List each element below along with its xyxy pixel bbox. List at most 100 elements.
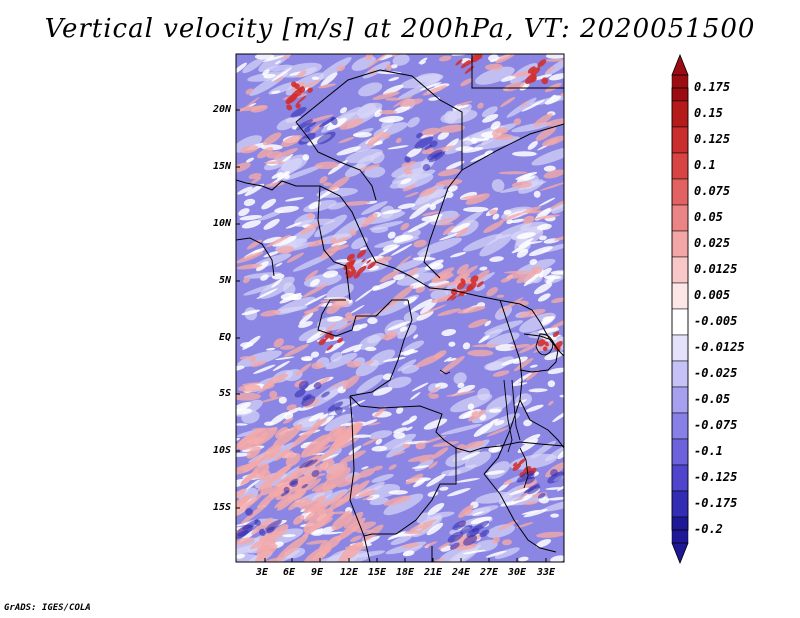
field-patch	[248, 102, 257, 108]
field-patch	[320, 244, 340, 260]
field-patch	[539, 235, 547, 241]
colorbar-swatch	[671, 438, 689, 466]
field-patch	[426, 522, 444, 536]
field-patch	[250, 177, 262, 184]
field-patch	[516, 522, 534, 528]
field-patch	[441, 329, 457, 336]
field-patch	[385, 64, 392, 71]
field-patch	[283, 486, 290, 493]
field-patch	[424, 144, 433, 150]
field-patch	[413, 239, 427, 248]
field-patch	[338, 136, 355, 144]
field-patch	[372, 386, 393, 396]
field-patch	[377, 71, 402, 75]
field-patch	[353, 272, 361, 279]
field-patch	[448, 185, 458, 192]
field-patch	[321, 458, 335, 471]
field-patch	[358, 164, 381, 171]
field-patch	[361, 201, 388, 215]
field-patch	[539, 267, 552, 278]
colorbar-swatch	[671, 230, 689, 258]
field-patch	[497, 520, 519, 531]
field-patch	[535, 126, 557, 141]
colorbar-label: -0.05	[694, 392, 731, 406]
field-patch	[253, 364, 276, 375]
field-patch	[407, 267, 419, 277]
field-patch	[482, 114, 499, 123]
field-patch	[310, 123, 323, 134]
colorbar-label: 0.05	[694, 210, 723, 224]
field-patch	[420, 61, 427, 65]
field-patch	[404, 191, 419, 198]
colorbar-swatch	[671, 464, 689, 492]
field-patch	[295, 103, 301, 109]
field-patch	[473, 136, 520, 150]
field-patch	[284, 407, 302, 416]
field-patch	[281, 164, 324, 181]
field-patch	[479, 234, 513, 257]
field-patch	[439, 232, 462, 241]
field-patch	[237, 105, 267, 112]
map-title: Vertical velocity [m/s] at 200hPa, VT: 2…	[44, 14, 756, 44]
field-patch	[271, 273, 285, 280]
field-patch	[391, 451, 406, 456]
field-patch	[366, 332, 385, 344]
field-patch	[470, 516, 492, 525]
field-patch	[506, 219, 513, 225]
field-patch	[422, 85, 448, 96]
field-patch	[432, 441, 460, 447]
field-patch	[452, 214, 461, 221]
field-patch	[460, 278, 466, 284]
field-patch	[495, 344, 517, 352]
field-patch	[308, 412, 324, 422]
field-patch	[314, 214, 348, 238]
field-patch	[523, 419, 532, 427]
field-patch	[366, 494, 380, 501]
field-patch	[481, 106, 498, 118]
lat-label: 5N	[218, 275, 231, 286]
field-patch	[266, 373, 289, 386]
lon-label: 6E	[283, 567, 296, 578]
field-patch	[236, 62, 247, 74]
field-patch	[336, 146, 361, 156]
field-patch	[437, 541, 452, 550]
field-patch	[410, 392, 421, 400]
field-patch	[420, 299, 438, 315]
field-patch	[298, 132, 316, 145]
field-patch	[464, 288, 470, 294]
field-patch	[272, 424, 303, 449]
colorbar-label: 0.005	[694, 288, 731, 302]
field-patch	[325, 535, 342, 550]
field-patch	[279, 345, 295, 350]
field-patch	[273, 306, 308, 314]
field-patch	[294, 389, 306, 398]
field-patch	[527, 140, 538, 150]
field-patch	[292, 218, 336, 227]
field-patch	[401, 418, 415, 426]
field-patch	[502, 539, 512, 546]
field-patch	[360, 419, 378, 427]
field-patch	[331, 217, 368, 242]
colorbar	[671, 53, 689, 565]
field-patch	[509, 453, 557, 470]
field-patch	[492, 133, 514, 141]
field-patch	[509, 218, 526, 224]
field-patch	[518, 342, 541, 354]
field-patch	[244, 183, 265, 197]
field-patch	[503, 209, 512, 215]
field-patch	[361, 213, 378, 228]
field-patch	[353, 347, 362, 353]
field-patch	[304, 293, 328, 306]
field-patch	[239, 356, 250, 360]
field-patch	[371, 473, 394, 483]
field-patch	[274, 356, 295, 360]
field-patch	[545, 313, 552, 317]
field-patch	[540, 315, 555, 326]
field-patch	[392, 54, 410, 66]
field-patch	[498, 171, 528, 175]
field-patch	[412, 256, 436, 261]
lon-label: 21E	[424, 567, 443, 578]
lon-label: 27E	[480, 567, 499, 578]
field-patch	[349, 228, 357, 236]
field-patch	[317, 57, 352, 81]
